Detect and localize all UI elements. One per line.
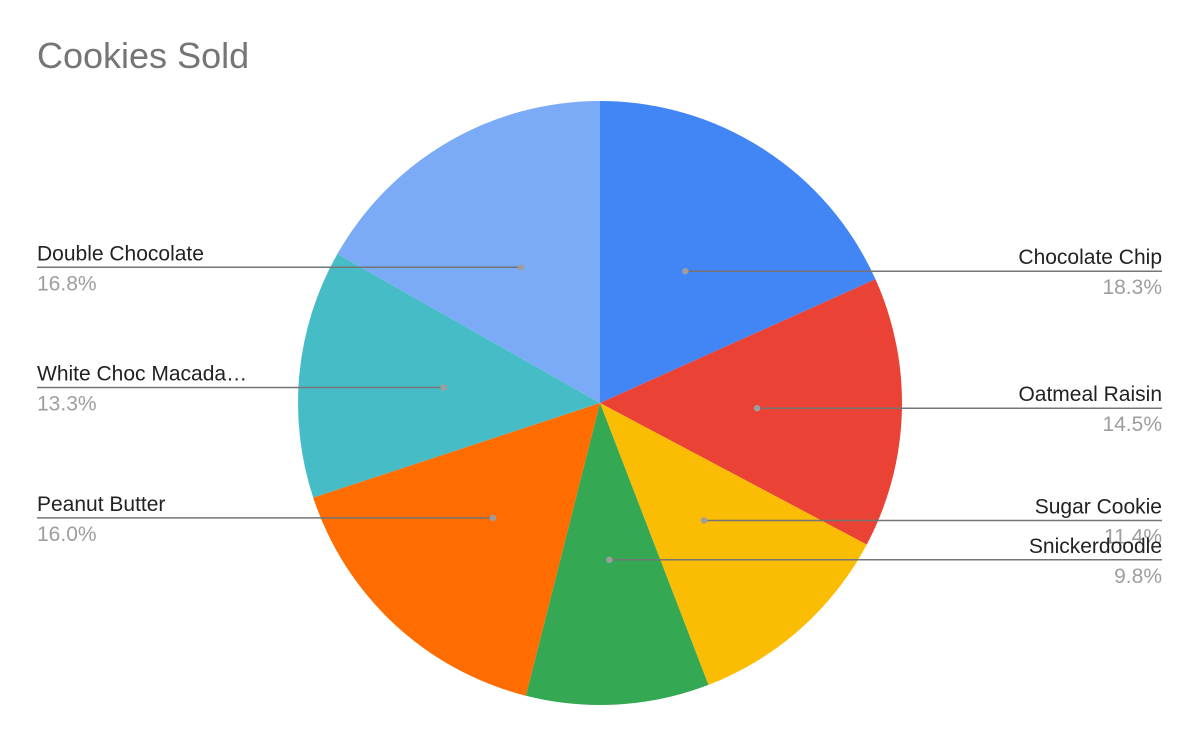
leader-dot-sugar-cookie bbox=[700, 517, 708, 524]
slice-percent-peanut-butter: 16.0% bbox=[37, 523, 97, 546]
slice-percent-snickerdoodle: 9.8% bbox=[1114, 565, 1162, 588]
leader-dot-oatmeal-raisin bbox=[753, 405, 761, 412]
pie-slice-chocolate-chip bbox=[600, 101, 876, 403]
pie-slice-white-choc-macadamia bbox=[297, 253, 600, 498]
leader-dot-double-chocolate bbox=[517, 264, 525, 271]
pie-slice-peanut-butter bbox=[313, 403, 600, 696]
leader-dot-peanut-butter bbox=[489, 514, 497, 522]
slice-label-white-choc-macadamia: White Choc Macada… bbox=[37, 363, 247, 386]
slice-label-oatmeal-raisin: Oatmeal Raisin bbox=[1018, 383, 1162, 406]
slice-label-sugar-cookie: Sugar Cookie bbox=[1035, 496, 1162, 519]
slice-label-peanut-butter: Peanut Butter bbox=[37, 493, 165, 516]
pie-slice-double-chocolate bbox=[337, 101, 600, 403]
pie-slice-sugar-cookie bbox=[600, 403, 867, 685]
slice-label-double-chocolate: Double Chocolate bbox=[37, 242, 204, 265]
leader-dot-white-choc-macadamia bbox=[440, 384, 447, 391]
leader-dot-snickerdoodle bbox=[606, 556, 613, 563]
slice-label-chocolate-chip: Chocolate Chip bbox=[1018, 246, 1162, 269]
slice-percent-white-choc-macadamia: 13.3% bbox=[37, 393, 97, 416]
slice-percent-oatmeal-raisin: 14.5% bbox=[1102, 413, 1162, 436]
pie-slice-snickerdoodle bbox=[525, 403, 709, 706]
slice-label-snickerdoodle: Snickerdoodle bbox=[1029, 535, 1162, 558]
slice-percent-sugar-cookie: 11.4% bbox=[1104, 526, 1162, 549]
chart-title: Cookies Sold bbox=[37, 35, 249, 76]
slice-percent-chocolate-chip: 18.3% bbox=[1102, 276, 1162, 299]
slice-percent-double-chocolate: 16.8% bbox=[37, 272, 97, 295]
pie-labels: Chocolate Chip 18.3% Oatmeal Raisin 14.5% Su… bbox=[37, 242, 1162, 588]
pie-slice-oatmeal-raisin bbox=[600, 279, 902, 545]
pie-slices bbox=[297, 101, 902, 706]
leader-dot-chocolate-chip bbox=[682, 268, 689, 275]
